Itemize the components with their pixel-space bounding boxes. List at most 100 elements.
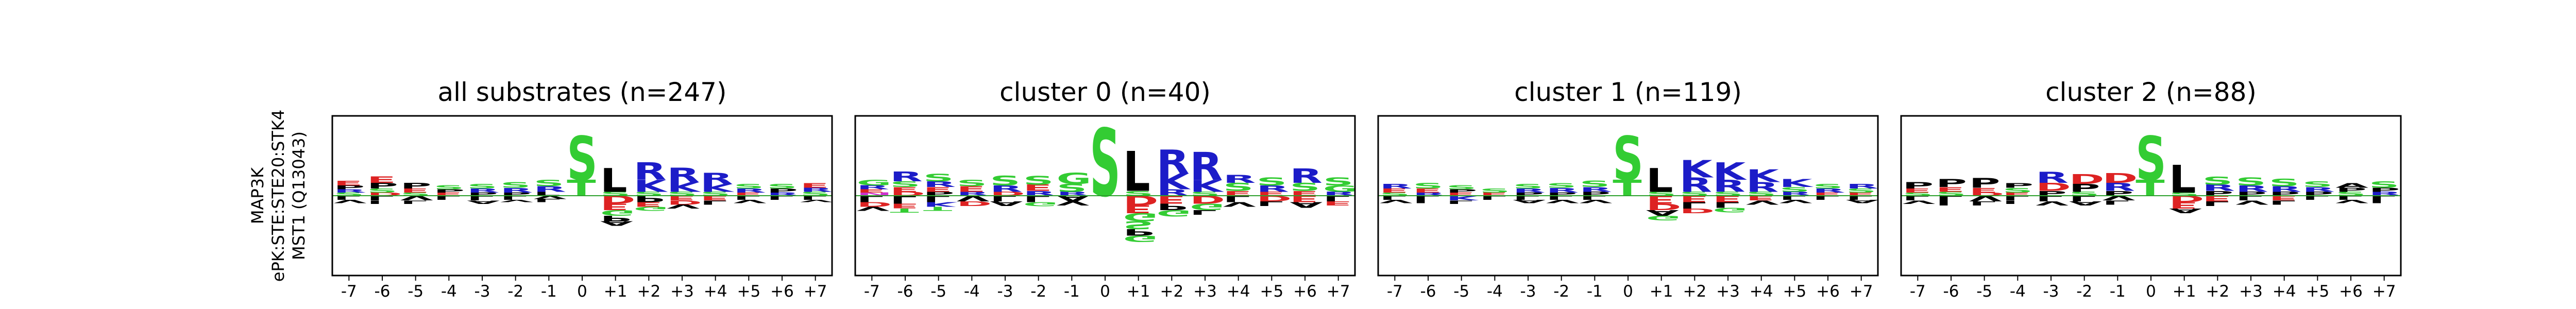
logo-letter: P — [400, 181, 432, 190]
logo-letter: R — [500, 186, 533, 194]
logo-letter: K — [1746, 166, 1781, 186]
logo-letter: R — [800, 186, 833, 193]
logo-letter: L — [2202, 200, 2230, 208]
logo-letter: S — [1123, 218, 1154, 231]
logo-letter: R — [534, 184, 567, 193]
logo-letter: R — [1513, 187, 1546, 194]
logo-letter: I — [2369, 199, 2385, 204]
panel-frame — [1900, 115, 2402, 277]
logo-letter: G — [1713, 206, 1748, 214]
logo-letter: R — [890, 169, 923, 185]
logo-letter: G — [857, 178, 892, 187]
x-tick-label: +7 — [1326, 282, 1350, 301]
x-tick-label: -3 — [474, 282, 490, 301]
logo-letter: R — [2302, 185, 2335, 193]
logo-letter: P — [600, 214, 632, 222]
logo-letter: V — [1546, 199, 1580, 204]
logo-letter: P — [2369, 186, 2400, 193]
logo-letter: E — [1446, 192, 1475, 197]
x-tick-label: -3 — [997, 282, 1013, 301]
logo-letter: E — [1323, 200, 1352, 206]
logo-letter: S — [400, 192, 431, 197]
panel-frame — [331, 115, 833, 277]
logo-letter: V — [334, 199, 367, 204]
logo-letter: D — [1680, 207, 1715, 215]
logo-letter: K — [1713, 158, 1748, 185]
x-tick-label: -1 — [2109, 282, 2126, 301]
logo-letter: R — [857, 184, 890, 191]
logo-letter: A — [1646, 208, 1679, 217]
logo-letter: V — [2335, 199, 2369, 204]
logo-letter: G — [1323, 184, 1358, 194]
x-tick-label: -1 — [1063, 282, 1080, 301]
logo-letter: E — [367, 175, 396, 185]
x-tick-label: -3 — [1520, 282, 1536, 301]
logo-letter: D — [667, 199, 702, 205]
logo-letter: R — [1290, 165, 1323, 188]
logo-letter: I — [1413, 199, 1429, 204]
x-tick-label: -6 — [374, 282, 391, 301]
logo-letter: S — [367, 187, 398, 194]
logo-letter: R — [2235, 184, 2268, 194]
x-tick-label: 0 — [2146, 282, 2156, 301]
logo-letter: S — [1613, 124, 1643, 194]
logo-letter: E — [600, 201, 629, 212]
logo-letter: V — [2235, 199, 2269, 205]
logo-panel: SEPLVSEPLIDEPVLESPLIPDRLVSPDLAPRDVLTSSLD… — [1903, 124, 2402, 214]
logo-letter: E — [1123, 202, 1152, 215]
logo-letter: L — [1969, 200, 1996, 206]
logo-letter: S — [1480, 187, 1511, 194]
logo-letter: S — [2269, 177, 2300, 188]
logo-letter: E — [2169, 200, 2198, 210]
logo-letter: E — [1157, 193, 1185, 206]
logo-letter: E — [957, 184, 986, 193]
logo-letter: R — [1680, 174, 1713, 197]
logo-letter: A — [1846, 199, 1879, 204]
logo-letter: T — [567, 176, 596, 201]
logo-letter: D — [2103, 171, 2138, 186]
logo-letter: G — [600, 208, 635, 217]
logo-letter: P — [1969, 176, 2001, 191]
logo-letter: S — [567, 124, 598, 194]
logo-letter: T — [1613, 176, 1642, 201]
logo-letter: R — [1223, 173, 1256, 186]
x-tick-label: -2 — [1553, 282, 1570, 301]
logo-letter: A — [2069, 200, 2103, 206]
logo-letter: E — [1023, 183, 1052, 193]
logo-letter: P — [1123, 227, 1155, 237]
logo-letter: V — [667, 203, 700, 210]
x-tick-label: -7 — [863, 282, 880, 301]
x-tick-label: +3 — [670, 282, 694, 301]
logo-letter: S — [2169, 192, 2200, 197]
logo-letter: E — [890, 202, 919, 210]
logo-letter: E — [923, 185, 952, 193]
logo-letter: E — [1969, 186, 1998, 194]
x-tick-label: +5 — [2306, 282, 2330, 301]
x-tick-label: -2 — [1030, 282, 1047, 301]
logo-letter: R — [467, 187, 500, 194]
logo-letter: G — [1123, 233, 1158, 244]
logo-letter: S — [923, 173, 954, 184]
x-tick-label: +4 — [1749, 282, 1773, 301]
logo-letter: S — [1846, 187, 1877, 194]
logo-panel: NERGLDVDESRLETPERSLKTRESVDDRSLARESLGRSGA… — [857, 110, 1358, 244]
logo-letter: D — [857, 200, 892, 208]
logo-letter: I — [1936, 200, 1952, 206]
logo-letter: D — [2036, 181, 2071, 194]
x-tick-label: +6 — [1816, 282, 1840, 301]
logo-letter: G — [1057, 169, 1092, 187]
logo-letter: P — [2335, 186, 2367, 193]
logo-letter: S — [1223, 181, 1254, 194]
x-tick-label: +1 — [1649, 282, 1673, 301]
logo-letter: S — [2235, 175, 2266, 188]
x-tick-label: -1 — [540, 282, 557, 301]
logo-letter: L — [2103, 199, 2130, 205]
x-tick-label: +2 — [637, 282, 661, 301]
logo-letter: V — [1780, 199, 1813, 204]
logo-letter: P — [1157, 201, 1188, 212]
logo-letter: S — [1380, 192, 1411, 197]
logo-letter: S — [767, 182, 798, 190]
